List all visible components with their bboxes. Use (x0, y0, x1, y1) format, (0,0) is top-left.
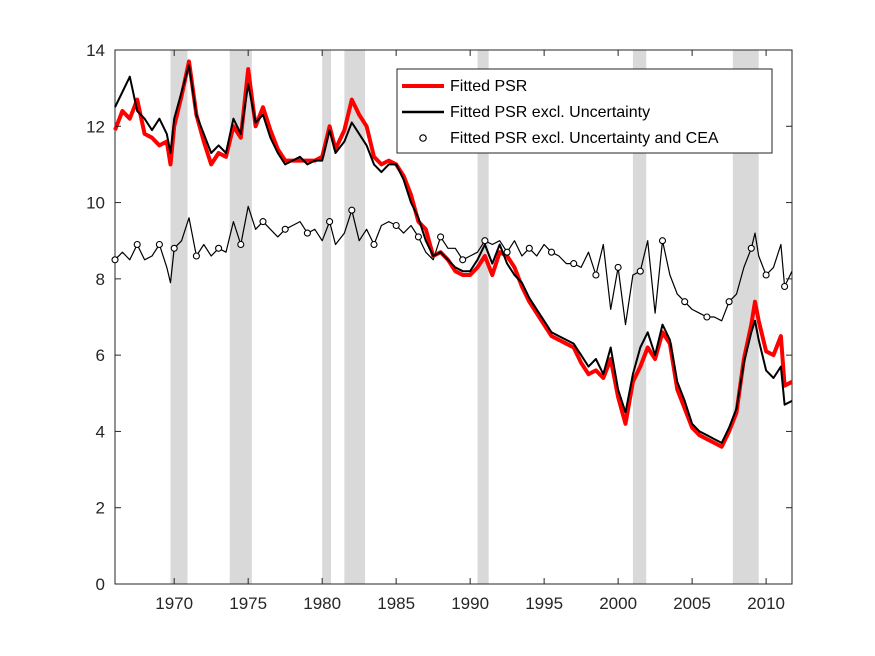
legend: Fitted PSR Fitted PSR excl. Uncertainty … (396, 68, 773, 154)
y-tick-label: 10 (86, 194, 105, 213)
cea-marker (414, 233, 422, 241)
cea-marker (781, 282, 789, 291)
y-tick-label: 2 (96, 499, 105, 518)
legend-marker-excl-uncertainty-cea (419, 134, 427, 142)
cea-marker (111, 256, 119, 264)
cea-marker (503, 248, 511, 256)
cea-marker (259, 218, 267, 226)
legend-label-excl-uncertainty: Fitted PSR excl. Uncertainty (450, 104, 650, 121)
cea-marker (192, 252, 200, 260)
cea-marker (525, 244, 533, 252)
cea-marker (437, 233, 445, 241)
cea-marker (237, 240, 245, 249)
cea-marker (370, 240, 378, 249)
cea-marker (703, 313, 711, 321)
cea-marker (547, 248, 556, 256)
y-tick-label: 6 (96, 346, 105, 365)
x-tick-label: 1990 (451, 594, 489, 613)
cea-marker (303, 229, 311, 237)
legend-label-excl-uncertainty-cea: Fitted PSR excl. Uncertainty and CEA (450, 130, 719, 147)
series-line-fitted-psr (113, 59, 793, 449)
y-axis: 0 2 4 6 8 10 12 14 (86, 41, 792, 594)
series-line-excl-uncertainty (114, 64, 793, 444)
cea-marker (155, 240, 163, 249)
y-tick-label: 8 (96, 270, 105, 289)
legend-box (396, 68, 773, 154)
cea-marker (326, 218, 334, 226)
series-line-excl-uncertainty-cea (114, 205, 793, 326)
x-tick-label: 2010 (747, 594, 785, 613)
x-tick-label: 1970 (155, 594, 193, 613)
cea-marker (459, 256, 467, 264)
recession-band-1 (229, 50, 252, 584)
cea-marker (170, 244, 178, 252)
cea-marker (281, 225, 289, 233)
series-layer (111, 59, 793, 449)
cea-marker (658, 237, 667, 245)
y-tick-label: 12 (86, 117, 105, 136)
x-tick-label: 2005 (673, 594, 711, 613)
plot-area-border (114, 49, 793, 585)
x-tick-label: 1995 (525, 594, 563, 613)
y-tick-label: 4 (96, 422, 105, 441)
cea-marker (614, 263, 622, 271)
cea-marker (392, 221, 400, 230)
cea-marker (725, 298, 733, 306)
x-tick-label: 1980 (303, 594, 341, 613)
recession-band-2 (322, 50, 332, 584)
series-markers-excl-uncertainty-cea (111, 206, 789, 321)
y-tick-label: 14 (86, 41, 105, 60)
recession-band-5 (632, 50, 647, 584)
x-axis: 1970 1975 1980 1985 1990 1995 2000 2005 2010 (155, 50, 785, 613)
cea-marker (215, 244, 223, 252)
cea-marker (747, 244, 755, 252)
x-tick-label: 1985 (377, 594, 415, 613)
x-tick-label: 1975 (229, 594, 267, 613)
legend-label-fitted-psr: Fitted PSR (450, 78, 527, 95)
cea-marker (570, 260, 578, 268)
cea-marker (762, 271, 770, 279)
recession-band-4 (477, 50, 489, 584)
recession-band-0 (170, 50, 188, 584)
x-tick-label: 2000 (599, 594, 637, 613)
cea-marker (481, 237, 489, 245)
cea-marker (636, 267, 644, 275)
y-tick-label: 0 (96, 575, 105, 594)
cea-marker (348, 206, 356, 214)
recession-band-3 (344, 50, 366, 584)
cea-marker (133, 240, 141, 249)
cea-marker (681, 298, 689, 306)
cea-marker (592, 271, 600, 279)
